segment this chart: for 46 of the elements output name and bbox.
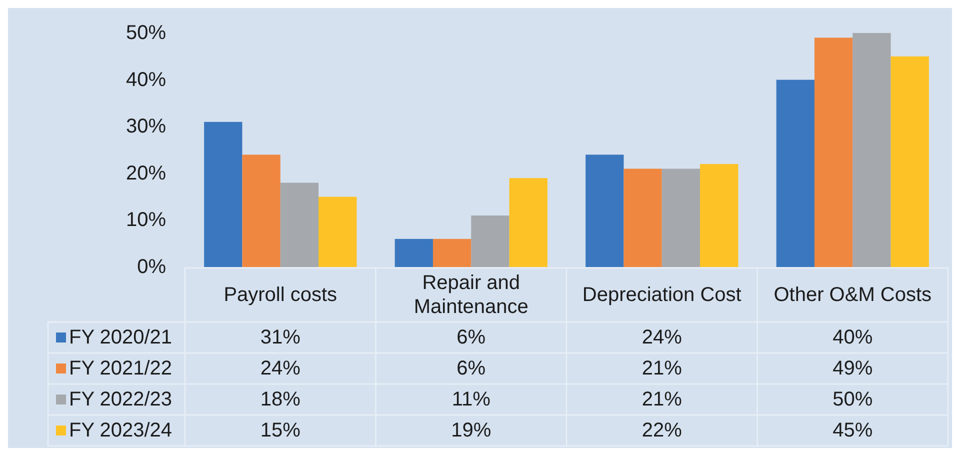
bar — [586, 154, 624, 267]
y-tick-label: 50% — [126, 22, 166, 44]
data-label: 21% — [642, 358, 682, 380]
y-tick-label: 0% — [137, 256, 166, 278]
y-tick-label: 20% — [126, 162, 166, 184]
data-label: 18% — [260, 388, 301, 410]
bar — [700, 164, 738, 267]
data-label: 22% — [642, 420, 682, 442]
y-tick-label: 10% — [126, 209, 166, 232]
data-label: 15% — [260, 420, 301, 442]
bar — [776, 80, 814, 267]
bar — [394, 238, 433, 267]
legend-label: FY 2020/21 — [69, 326, 172, 348]
data-label: 45% — [832, 420, 873, 442]
bar — [814, 38, 853, 267]
data-label: 50% — [832, 388, 873, 410]
bar — [471, 216, 510, 267]
bar — [280, 182, 319, 267]
bar — [852, 33, 891, 267]
data-label: 11% — [452, 388, 491, 410]
bar — [204, 122, 242, 267]
data-label: 21% — [642, 388, 682, 410]
data-label: 6% — [456, 326, 486, 348]
bar — [318, 196, 357, 267]
bar — [509, 178, 548, 267]
data-label: 24% — [260, 358, 301, 380]
bar — [432, 238, 472, 267]
x-tick-label: Payroll costs — [224, 284, 338, 306]
x-tick-label: Depreciation Cost — [582, 284, 742, 306]
bar — [662, 168, 700, 267]
x-tick-label: Repair and Maintenance — [414, 272, 528, 318]
data-label: 19% — [451, 420, 492, 442]
data-label: 6% — [456, 358, 486, 380]
data-label: 24% — [642, 326, 682, 348]
legend-label: FY 2022/23 — [69, 388, 172, 410]
x-tick-label: Other O&M Costs — [774, 284, 932, 306]
y-tick-label: 40% — [126, 68, 166, 91]
data-label: 40% — [832, 326, 873, 348]
bar — [624, 168, 662, 267]
data-label: 49% — [832, 358, 873, 380]
legend-label: FY 2021/22 — [69, 358, 172, 380]
data-label: 31% — [260, 326, 301, 348]
y-tick-label: 30% — [126, 116, 166, 138]
legend-label: FY 2023/24 — [69, 420, 172, 442]
bar — [242, 154, 280, 267]
bar — [890, 56, 929, 267]
